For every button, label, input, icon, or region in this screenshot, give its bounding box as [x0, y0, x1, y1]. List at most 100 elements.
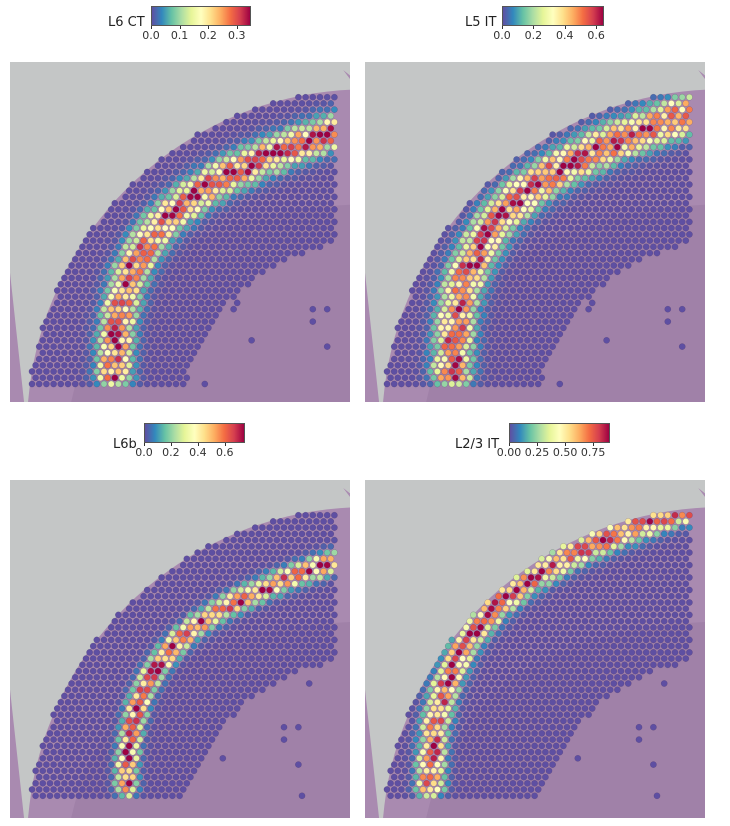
spot	[212, 212, 219, 219]
spot	[187, 748, 194, 756]
spot	[165, 355, 173, 363]
spot	[89, 287, 97, 294]
spot	[97, 274, 104, 282]
spot	[520, 736, 528, 743]
spot	[563, 255, 571, 263]
spot	[408, 349, 416, 357]
spot	[473, 792, 481, 800]
spot	[606, 168, 614, 176]
spot	[291, 212, 299, 219]
spot	[614, 268, 621, 276]
spot	[610, 567, 618, 575]
spot	[596, 125, 603, 132]
spot	[287, 131, 295, 138]
spot	[624, 199, 632, 207]
spot	[653, 100, 661, 107]
spot	[147, 212, 155, 219]
spot	[441, 380, 448, 388]
spot	[183, 642, 191, 650]
spot	[664, 611, 672, 619]
spot	[291, 162, 299, 170]
spot	[93, 711, 101, 719]
spot	[567, 274, 574, 282]
spot	[434, 255, 441, 263]
spot	[542, 636, 549, 644]
spot	[331, 218, 338, 226]
spot	[255, 592, 263, 600]
colorbar-tick	[179, 26, 181, 29]
spot	[588, 705, 596, 712]
spot	[266, 524, 273, 531]
spot	[277, 555, 284, 563]
spot	[462, 280, 470, 288]
spot	[426, 723, 434, 731]
spot	[255, 174, 263, 182]
spot	[313, 174, 320, 182]
spot	[291, 580, 299, 588]
spot	[401, 361, 409, 369]
spot	[244, 206, 252, 213]
spot	[179, 280, 187, 288]
spot	[223, 636, 230, 644]
spot	[46, 792, 54, 800]
spot	[223, 255, 230, 263]
spot	[437, 312, 445, 319]
spot	[455, 748, 463, 756]
spot	[538, 237, 546, 244]
spot	[125, 742, 133, 750]
spot	[470, 293, 477, 301]
spot	[129, 355, 137, 363]
spot	[520, 599, 528, 606]
spot	[165, 611, 173, 619]
spot	[197, 187, 205, 195]
spot	[477, 380, 484, 388]
spot	[650, 131, 657, 138]
spot	[327, 137, 335, 145]
spot	[686, 231, 693, 238]
spot	[657, 636, 664, 644]
spot	[219, 705, 227, 712]
spot	[531, 336, 538, 344]
spot	[452, 336, 459, 344]
spot	[327, 112, 335, 120]
spot	[628, 649, 636, 656]
spot	[93, 748, 101, 756]
spot	[118, 274, 126, 282]
spot	[151, 673, 158, 681]
spot	[531, 617, 538, 625]
spot	[161, 742, 169, 750]
spot	[118, 792, 126, 800]
spot	[578, 206, 585, 213]
spot	[599, 168, 607, 176]
spot	[459, 792, 466, 800]
spot	[646, 237, 654, 244]
spot	[437, 287, 445, 294]
spot	[147, 312, 155, 319]
spot	[194, 549, 201, 556]
spot	[194, 243, 201, 251]
spot	[473, 212, 481, 219]
spot	[574, 667, 582, 675]
spot	[273, 255, 281, 263]
spot	[646, 162, 654, 170]
spot	[556, 255, 564, 263]
spot	[614, 549, 621, 556]
spot	[556, 318, 564, 325]
spot	[208, 181, 216, 188]
spot	[115, 293, 122, 301]
spot	[64, 786, 72, 793]
spot	[617, 199, 625, 207]
spot	[596, 274, 603, 282]
spot	[266, 106, 273, 113]
spot	[313, 655, 320, 662]
spot	[194, 636, 201, 644]
spot	[574, 642, 582, 650]
spot	[588, 680, 596, 687]
spot	[241, 692, 248, 700]
spot	[477, 305, 484, 313]
spot	[158, 748, 165, 756]
spot	[581, 617, 589, 625]
spot	[628, 611, 636, 619]
spot	[628, 218, 636, 226]
spot	[466, 262, 474, 269]
